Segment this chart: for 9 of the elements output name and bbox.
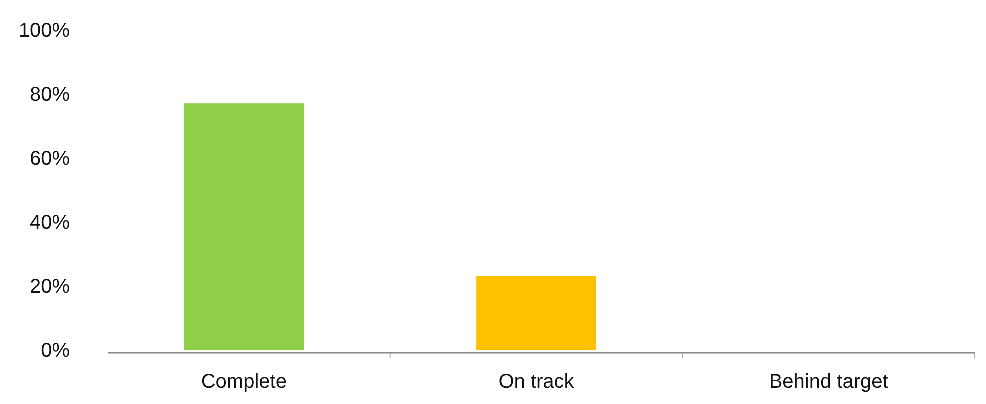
y-tick-label: 80% [30, 84, 70, 106]
y-tick-label: 0% [41, 340, 70, 362]
y-tick-label: 100% [18, 20, 70, 42]
x-tick-label: Behind target [769, 371, 889, 393]
x-tick-label: Complete [201, 371, 287, 393]
y-tick-label: 60% [30, 148, 70, 170]
y-tick-label: 40% [30, 212, 70, 234]
y-tick-label: 20% [30, 276, 70, 298]
x-tick-label: On track [498, 371, 576, 393]
